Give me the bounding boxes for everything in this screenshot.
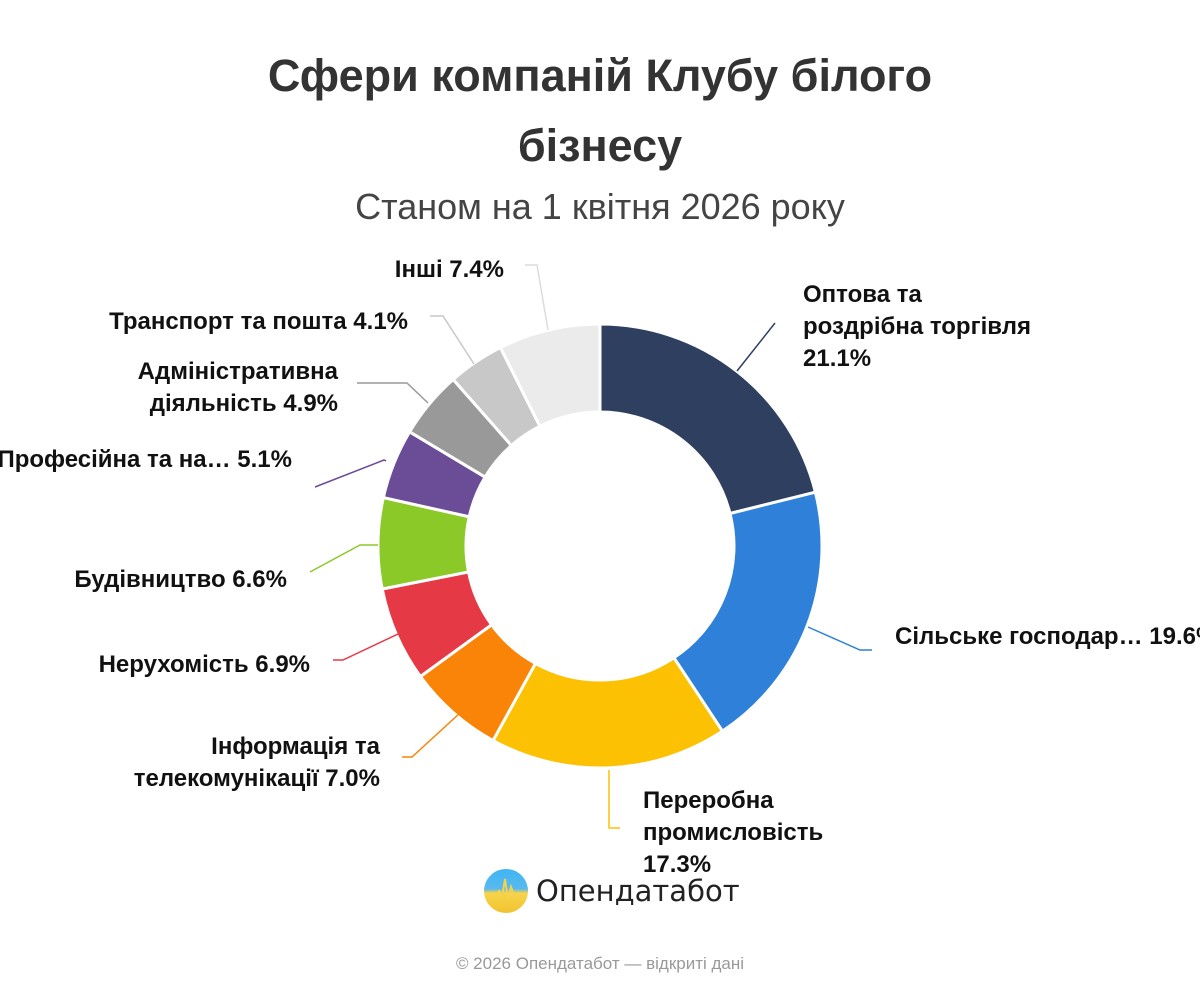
data-label-3: Інформація та: [211, 733, 380, 760]
leader-line-0: [736, 322, 776, 372]
data-label-4: Нерухомість 6.9%: [99, 651, 310, 678]
footer-copyright: © 2026 Опендатабот — відкриті дані: [455, 954, 745, 973]
data-label-0: 21.1%: [803, 345, 871, 372]
logo-icon: [484, 869, 528, 913]
data-label-6: Професійна та на… 5.1%: [0, 446, 292, 473]
leader-line-6: [314, 459, 387, 488]
data-label-2: 17.3%: [643, 851, 711, 878]
data-label-7: Адміністративна: [138, 358, 339, 385]
leader-line-5: [309, 544, 378, 573]
data-label-1: Сільське господар… 19.6%: [895, 623, 1200, 650]
leader-line-1: [807, 626, 872, 651]
donut-slice-1[interactable]: [672, 490, 824, 733]
data-label-8: Транспорт та пошта 4.1%: [109, 308, 408, 335]
data-label-9: Інші 7.4%: [395, 256, 504, 283]
data-label-2: промисловість: [643, 819, 823, 846]
data-label-2: Переробна: [643, 787, 774, 814]
donut-slice-0[interactable]: [598, 322, 817, 515]
data-label-0: роздрібна торгівля: [803, 313, 1031, 340]
leader-line-4: [333, 633, 399, 661]
opendatabot-logo: Опендатабот: [484, 869, 740, 913]
chart-title-line-2: бізнесу: [517, 120, 683, 171]
donut-slice-9[interactable]: [498, 322, 602, 428]
leader-line-7: [357, 382, 429, 404]
data-label-7: діяльність 4.9%: [150, 390, 338, 417]
data-label-0: Оптова та: [803, 281, 922, 308]
leader-line-8: [430, 315, 475, 365]
chart-title-line-1: Сфери компаній Клубу білого: [267, 50, 933, 101]
leader-line-2: [608, 770, 620, 829]
data-label-5: Будівництво 6.6%: [74, 566, 287, 593]
data-label-3: телекомунікації 7.0%: [134, 765, 380, 792]
leader-line-3: [402, 712, 461, 758]
chart-subtitle: Станом на 1 квітня 2026 року: [355, 186, 845, 227]
logo-text: Опендатабот: [536, 874, 740, 908]
leader-line-9: [525, 264, 549, 331]
